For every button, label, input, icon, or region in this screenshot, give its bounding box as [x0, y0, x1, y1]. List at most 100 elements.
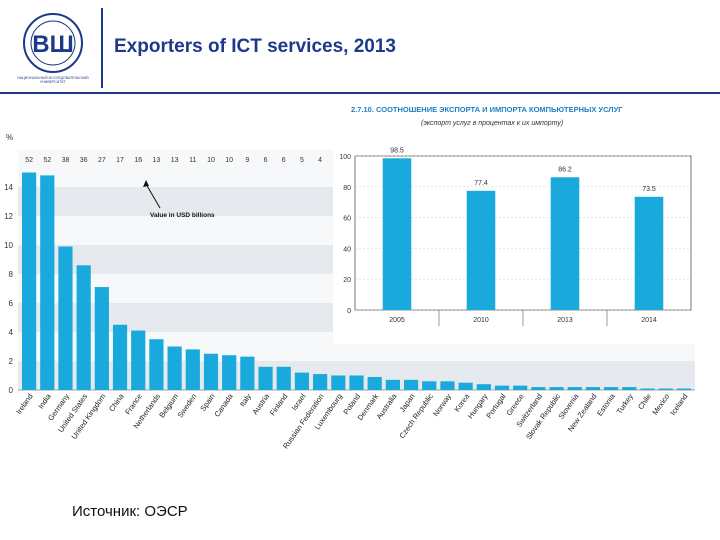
value-label: 36: [80, 157, 88, 164]
inset-bar-2005: [382, 158, 412, 310]
y-tick-label: 6: [9, 299, 14, 308]
value-label: 10: [225, 157, 233, 164]
bar-portugal: [494, 385, 510, 390]
bar-chile: [640, 388, 655, 390]
value-label: 13: [153, 157, 161, 164]
y-tick-label: 8: [9, 270, 14, 279]
y-tick-label: 4: [9, 328, 14, 337]
bar-china: [112, 324, 128, 390]
bar-hungary: [476, 384, 491, 390]
bar-russian-federation: [313, 374, 328, 390]
value-label: 52: [43, 157, 51, 164]
value-label: 6: [282, 157, 286, 164]
bar-belgium: [167, 346, 182, 390]
value-label: 27: [98, 157, 106, 164]
annotation-text: Value in USD billions: [150, 212, 215, 219]
inset-y-tick-label: 20: [343, 277, 351, 284]
bar-france: [131, 330, 146, 390]
inset-chart: 2.7.10. СООТНОШЕНИЕ ЭКСПОРТА И ИМПОРТА К…: [333, 96, 700, 344]
inset-y-tick-label: 0: [347, 308, 351, 315]
bar-czech-republic: [422, 381, 437, 390]
source-note: Источник: ОЭСР: [72, 503, 188, 520]
bar-spain: [203, 353, 219, 390]
y-tick-label: 14: [4, 183, 13, 192]
bar-japan: [403, 379, 419, 390]
x-tick-label: Estonia: [595, 391, 617, 417]
inset-subtitle: (экспорт услуг в процентах к их импорту): [421, 120, 563, 127]
value-label: 11: [189, 157, 196, 164]
bar-slovak-republic: [549, 387, 564, 390]
inset-x-tick-label: 2005: [389, 317, 405, 324]
university-logo-icon: ВШ: [23, 13, 83, 73]
bar-new-zealand: [585, 387, 601, 390]
bar-ireland: [22, 172, 37, 390]
x-tick-label: Norway: [431, 392, 453, 418]
annotation-arrow: [145, 183, 161, 209]
x-tick-label: Iceland: [668, 392, 689, 417]
x-tick-label: Sweden: [176, 392, 199, 419]
value-label: 13: [171, 157, 179, 164]
bar-australia: [385, 379, 400, 390]
x-tick-label: Portugal: [484, 392, 508, 420]
bar-italy: [240, 356, 255, 390]
bar-switzerland: [531, 387, 546, 390]
inset-y-tick-label: 40: [343, 246, 351, 253]
value-label: 17: [116, 157, 124, 164]
chart-area: % 0 2 4 6 8 10 12 14 52 52 38 36 27 17 16 13 13 11 10 10 9 6 6…: [0, 94, 720, 504]
bar-austria: [258, 366, 273, 390]
bar-turkey: [622, 387, 637, 390]
y-tick-label: 0: [9, 386, 14, 395]
inset-y-tick-label: 80: [343, 185, 351, 192]
x-tick-label: Turkey: [615, 392, 636, 416]
x-tick-label: India: [36, 391, 53, 410]
inset-x-tick-label: 2010: [473, 317, 489, 324]
header-divider: [101, 8, 103, 88]
bar-denmark: [367, 376, 382, 390]
bars: [22, 172, 691, 390]
x-tick-label: Canada: [212, 391, 235, 418]
value-labels: 52 52 38 36 27 17 16 13 13 11 10 10 9 6 6 5 4: [25, 157, 322, 164]
value-label: 10: [207, 157, 215, 164]
bar-luxembourg: [331, 375, 346, 390]
value-label: 52: [25, 157, 33, 164]
inset-value-label: 86.2: [558, 166, 572, 173]
bar-poland: [349, 375, 364, 390]
main-chart: % 0 2 4 6 8 10 12 14 52 52 38 36 27 17 16 13 13 11 10 10 9 6 6…: [4, 96, 700, 450]
value-label: 16: [134, 157, 142, 164]
y-tick-label: 10: [4, 241, 13, 250]
bar-mexico: [658, 388, 673, 390]
value-label: 5: [300, 157, 304, 164]
page-title: Exporters of ICT services, 2013: [114, 36, 396, 57]
bar-korea: [458, 382, 473, 390]
y-tick-label: 12: [4, 212, 13, 221]
inset-value-label: 77.4: [474, 180, 488, 187]
x-tick-label: Ireland: [14, 392, 35, 416]
inset-value-label: 98.5: [390, 147, 404, 154]
svg-text:ВШ: ВШ: [32, 31, 73, 58]
bar-israel: [294, 372, 310, 390]
value-label: 6: [264, 157, 268, 164]
value-label: 38: [62, 157, 70, 164]
x-tick-label: Israel: [290, 392, 308, 412]
bar-iceland: [676, 388, 691, 390]
header-rule: [0, 92, 720, 94]
bar-slovenia: [567, 387, 582, 390]
bar-norway: [440, 381, 455, 390]
bar-india: [40, 175, 55, 390]
inset-x-tick-label: 2014: [641, 317, 657, 324]
inset-y-tick-label: 60: [343, 216, 351, 223]
inset-y-tick-label: 100: [339, 154, 351, 161]
bar-estonia: [604, 387, 619, 390]
annotation: Value in USD billions: [143, 180, 215, 219]
annotation-arrowhead: [143, 180, 149, 187]
y-tick-label: 2: [9, 357, 14, 366]
bar-united-states: [76, 265, 91, 390]
logo-caption: НАЦИОНАЛЬНЫЙ ИССЛЕДОВАТЕЛЬСКИЙ УНИВЕРСИТ…: [17, 76, 89, 84]
value-label: 9: [245, 157, 249, 164]
bar-sweden: [185, 349, 200, 390]
inset-bar-2013: [550, 177, 580, 310]
inset-bar-2014: [634, 196, 664, 310]
bar-canada: [222, 355, 237, 390]
y-axis-label: %: [6, 133, 13, 142]
bar-finland: [276, 366, 291, 390]
